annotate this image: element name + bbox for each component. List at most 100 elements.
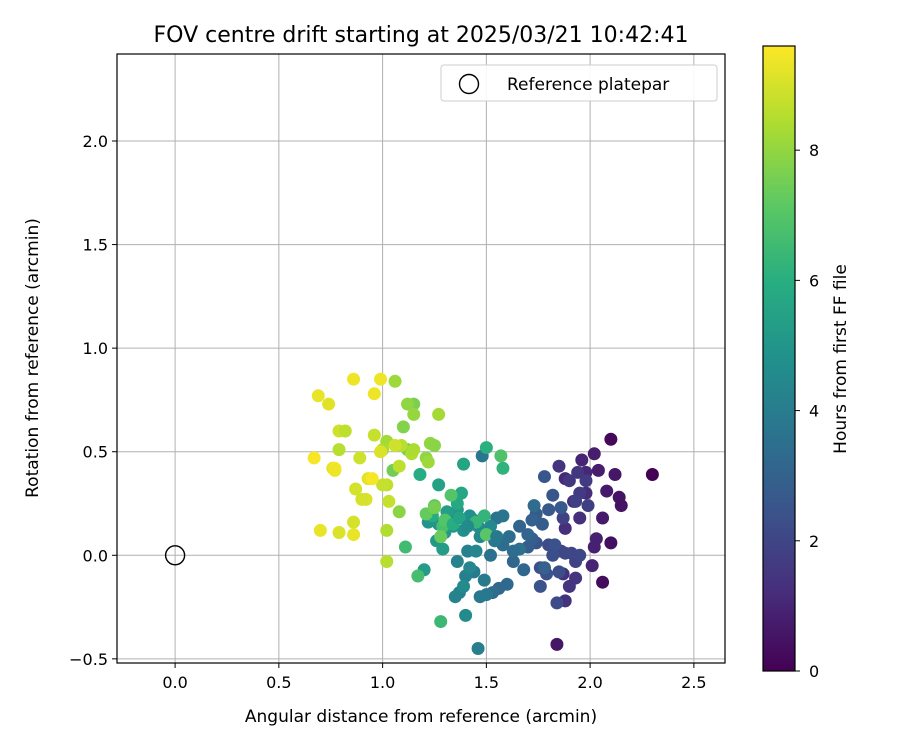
data-point bbox=[452, 511, 466, 525]
x-tick-label: 1.5 bbox=[474, 673, 499, 692]
data-point bbox=[338, 424, 352, 438]
data-point bbox=[436, 542, 450, 556]
data-point bbox=[432, 407, 446, 421]
data-point bbox=[569, 571, 583, 585]
data-point bbox=[349, 482, 363, 496]
data-point bbox=[542, 503, 556, 517]
data-point bbox=[573, 548, 587, 562]
x-tick-label: 2.0 bbox=[577, 673, 602, 692]
colorbar-tick-label: 2 bbox=[809, 532, 819, 551]
data-point bbox=[398, 540, 412, 554]
y-tick-label: 1.5 bbox=[83, 236, 108, 255]
data-point bbox=[432, 478, 446, 492]
legend-label: Reference platepar bbox=[507, 75, 669, 95]
plot-frame bbox=[116, 53, 726, 664]
data-point bbox=[558, 546, 572, 560]
data-point bbox=[463, 561, 477, 575]
data-point bbox=[427, 501, 441, 515]
data-point bbox=[448, 590, 462, 604]
data-point bbox=[376, 478, 390, 492]
chart-title: FOV centre drift starting at 2025/03/21 … bbox=[154, 23, 689, 48]
data-point bbox=[569, 494, 583, 508]
data-point bbox=[608, 468, 622, 481]
data-point bbox=[328, 463, 342, 477]
data-point bbox=[457, 457, 471, 471]
y-tick-label: 0.0 bbox=[83, 546, 108, 565]
data-point bbox=[587, 540, 601, 554]
legend: Reference platepar bbox=[440, 64, 718, 102]
colorbar-tick-label: 0 bbox=[809, 662, 819, 681]
data-point bbox=[612, 490, 626, 504]
plot-background bbox=[117, 54, 725, 663]
data-point bbox=[546, 488, 560, 502]
data-point bbox=[382, 494, 396, 508]
data-point bbox=[596, 511, 610, 525]
data-point bbox=[552, 565, 566, 579]
data-point bbox=[554, 501, 568, 515]
data-point bbox=[571, 465, 585, 479]
data-point bbox=[401, 397, 415, 411]
reference-layer bbox=[164, 545, 186, 566]
data-point bbox=[533, 579, 547, 593]
data-point bbox=[496, 461, 510, 475]
colorbar-tick-label: 6 bbox=[809, 271, 819, 290]
data-point bbox=[322, 397, 336, 411]
data-point bbox=[413, 468, 427, 481]
colorbar-label: Hours from first FF file bbox=[831, 264, 851, 454]
data-point bbox=[506, 544, 520, 558]
colorbar-tick-label: 4 bbox=[809, 402, 819, 421]
y-axis-ticks: −0.5 0.0 0.5 1.0 1.5 2.0 bbox=[69, 132, 117, 669]
data-point bbox=[556, 511, 570, 525]
data-point bbox=[587, 447, 601, 461]
data-point bbox=[546, 548, 560, 562]
data-point bbox=[525, 513, 539, 527]
data-point bbox=[479, 441, 493, 455]
data-point bbox=[450, 555, 464, 568]
data-point bbox=[355, 492, 369, 506]
data-point bbox=[596, 575, 610, 589]
data-point bbox=[548, 538, 562, 552]
data-point bbox=[374, 372, 388, 386]
legend-marker bbox=[458, 73, 480, 95]
data-point bbox=[562, 474, 576, 488]
colorbar-frame bbox=[762, 45, 796, 672]
data-point bbox=[392, 459, 406, 473]
data-point bbox=[506, 555, 520, 568]
x-tick-label: 0.0 bbox=[162, 673, 187, 692]
data-point bbox=[407, 407, 421, 421]
data-point bbox=[604, 432, 618, 446]
data-point bbox=[311, 389, 325, 403]
data-point bbox=[388, 374, 402, 388]
x-tick-label: 0.5 bbox=[266, 673, 291, 692]
data-point bbox=[575, 453, 589, 467]
data-point bbox=[407, 443, 421, 457]
data-point bbox=[421, 455, 435, 469]
data-point bbox=[388, 439, 402, 452]
data-point bbox=[380, 523, 394, 537]
data-point bbox=[459, 608, 473, 622]
data-point bbox=[477, 573, 491, 587]
data-point bbox=[365, 472, 379, 486]
y-tick-label: −0.5 bbox=[69, 650, 108, 669]
x-axis-label: Angular distance from reference (arcmin) bbox=[245, 707, 597, 727]
data-point bbox=[469, 544, 483, 558]
data-point bbox=[490, 530, 504, 544]
data-point bbox=[521, 528, 535, 542]
data-point bbox=[353, 451, 367, 465]
y-tick-label: 2.0 bbox=[83, 132, 108, 151]
data-point bbox=[550, 596, 564, 610]
x-axis-ticks: 0.0 0.5 1.0 1.5 2.0 2.5 bbox=[162, 663, 707, 692]
x-tick-label: 1.0 bbox=[370, 673, 395, 692]
data-point bbox=[367, 428, 381, 442]
y-tick-label: 0.5 bbox=[83, 443, 108, 462]
data-point bbox=[473, 590, 487, 604]
data-point bbox=[581, 499, 595, 513]
data-point bbox=[494, 449, 508, 463]
data-point bbox=[427, 439, 441, 452]
data-point bbox=[645, 468, 659, 481]
plot-area bbox=[116, 53, 726, 664]
data-point bbox=[535, 517, 549, 531]
data-point bbox=[411, 569, 425, 583]
data-point bbox=[604, 536, 618, 550]
